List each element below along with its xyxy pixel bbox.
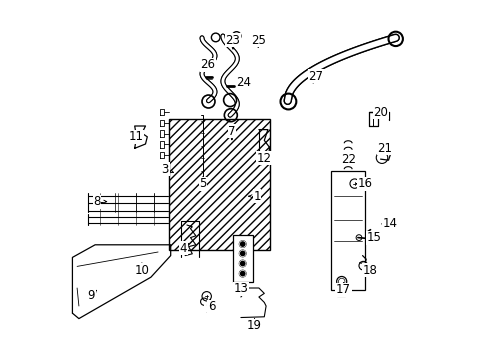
Text: 24: 24 [236,76,251,89]
Text: 25: 25 [250,34,265,47]
Text: 17: 17 [335,283,350,296]
Text: 19: 19 [246,319,262,332]
Text: 10: 10 [134,264,149,276]
Text: 26: 26 [200,58,215,71]
Bar [330,171,365,290]
Text: 9: 9 [87,289,95,302]
Text: 8: 8 [93,195,101,208]
Bar [168,119,269,250]
Text: 2: 2 [204,303,212,316]
Circle shape [239,241,245,247]
Text: 18: 18 [362,264,376,276]
Text: 27: 27 [307,70,323,83]
Text: 13: 13 [233,282,248,295]
Text: 23: 23 [225,34,240,47]
Text: 1: 1 [253,190,260,203]
Text: 4: 4 [179,242,187,255]
Text: 12: 12 [256,152,271,165]
Text: 3: 3 [161,163,169,176]
Text: 20: 20 [372,106,387,119]
Text: 11: 11 [128,130,143,143]
Text: 5: 5 [199,177,206,190]
Bar [168,119,269,250]
Bar [232,235,252,282]
Text: 16: 16 [357,177,372,190]
Text: 14: 14 [382,217,397,230]
Text: 6: 6 [207,300,215,313]
Text: 22: 22 [341,153,356,166]
Circle shape [239,250,245,257]
Text: 15: 15 [366,231,381,244]
Text: 21: 21 [377,142,391,155]
Circle shape [239,270,245,277]
Circle shape [239,260,245,267]
Text: 7: 7 [228,125,235,138]
